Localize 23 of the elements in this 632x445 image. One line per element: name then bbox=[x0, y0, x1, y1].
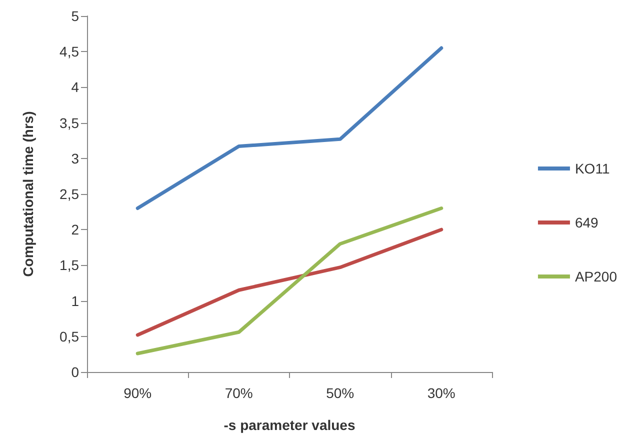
legend-label: 649 bbox=[574, 214, 599, 230]
x-axis-title: -s parameter values bbox=[224, 417, 356, 433]
x-tick-label: 90% bbox=[124, 385, 152, 401]
y-tick-label: 1 bbox=[71, 292, 80, 309]
y-tick-label: 4,5 bbox=[60, 44, 80, 60]
x-tick-label: 30% bbox=[427, 385, 456, 401]
y-tick-label: 1,5 bbox=[60, 257, 80, 274]
x-tick-label: 50% bbox=[326, 385, 354, 401]
y-tick-label: 0 bbox=[71, 364, 80, 380]
y-tick-label: 0,5 bbox=[60, 328, 80, 344]
line-series bbox=[136, 46, 444, 210]
y-tick-label: 3 bbox=[71, 150, 80, 166]
y-tick-label: 5 bbox=[71, 8, 80, 24]
y-tick-label: 3,5 bbox=[60, 114, 80, 131]
y-axis-title: Computational time (hrs) bbox=[20, 111, 36, 277]
line-series bbox=[136, 206, 444, 356]
line-series bbox=[136, 228, 444, 337]
y-tick-label: 2,5 bbox=[60, 186, 80, 202]
y-tick-label: 2 bbox=[71, 222, 80, 238]
legend-label: AP200 bbox=[574, 268, 618, 284]
y-tick-label: 4 bbox=[71, 79, 80, 96]
legend-label: KO11 bbox=[574, 160, 610, 176]
x-tick-label: 70% bbox=[224, 385, 253, 401]
